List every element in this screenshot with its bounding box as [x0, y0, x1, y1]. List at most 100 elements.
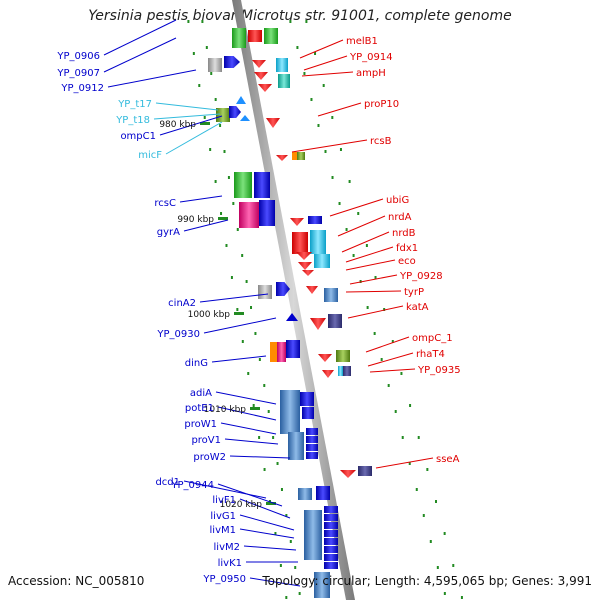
gene-label-left: YP_0930	[156, 329, 200, 340]
tick-mark	[241, 254, 244, 257]
tick-mark	[274, 532, 277, 535]
leader-line	[103, 37, 177, 73]
gene-block	[216, 108, 230, 122]
leader-line	[103, 19, 177, 56]
tick-mark	[236, 308, 239, 311]
gene-label-left: livK1	[218, 558, 242, 569]
gene-block	[298, 488, 312, 500]
tick-mark	[247, 372, 250, 375]
tick-mark	[294, 566, 297, 569]
kbp-tick	[266, 502, 276, 505]
gene-arrow	[298, 262, 312, 270]
tick-mark	[232, 202, 235, 205]
gene-block	[328, 314, 342, 328]
gene-block	[310, 230, 326, 254]
gene-block	[324, 514, 338, 521]
gene-label-right: ompC_1	[412, 333, 453, 344]
gene-arrow	[310, 318, 326, 330]
gene-label-left: gyrA	[157, 227, 180, 238]
gene-arrow	[340, 470, 356, 478]
tick-mark	[223, 150, 226, 153]
accession-text: Accession: NC_005810	[8, 574, 145, 588]
gene-block	[234, 172, 252, 198]
kbp-tick	[250, 407, 260, 410]
gene-label-left: livF1	[212, 495, 236, 506]
tick-mark	[303, 72, 306, 75]
tick-mark	[254, 332, 257, 335]
leader-line	[155, 102, 219, 111]
gene-block	[286, 340, 300, 358]
kbp-label: 1000 kbp	[188, 310, 231, 320]
gene-arrow	[286, 313, 298, 321]
leader-line	[249, 577, 301, 587]
gene-block	[324, 546, 338, 553]
map-title: Yersinia pestis biovar Microtus str. 910…	[88, 8, 512, 24]
gene-label-left: proW2	[193, 452, 226, 463]
tick-mark	[280, 488, 283, 491]
tick-mark	[339, 148, 342, 151]
label-layer: 980 kbp 990 kbp 1000 kbp 1010 kbp 1020 kbp YP…	[56, 36, 460, 585]
tick-mark	[380, 358, 383, 361]
backbone-layer	[232, 0, 355, 600]
leader-line	[183, 219, 229, 232]
leader-line	[159, 115, 223, 136]
leader-line	[301, 71, 354, 77]
gene-label-right: nrdA	[388, 212, 412, 223]
gene-block	[277, 342, 286, 362]
gene-arrow	[229, 106, 241, 118]
gene-label-right: katA	[406, 302, 429, 313]
tick-mark	[387, 384, 390, 387]
gene-block	[292, 152, 297, 160]
gene-arrow	[290, 218, 304, 226]
tick-mark	[272, 436, 275, 439]
gene-block	[314, 254, 330, 268]
tick-mark	[429, 540, 432, 543]
gene-label-right: sseA	[436, 454, 460, 465]
gene-block	[258, 285, 272, 299]
leader-layer	[103, 19, 434, 587]
tick-mark	[227, 176, 230, 179]
leader-line	[299, 39, 344, 59]
tick-mark	[241, 340, 244, 343]
gene-label-left: ompC1	[120, 131, 156, 142]
gene-block	[259, 200, 275, 226]
gene-block	[208, 58, 222, 72]
gene-arrow	[236, 96, 246, 104]
kbp-label: 990 kbp	[177, 215, 214, 225]
tick-mark	[296, 46, 299, 49]
gene-label-left: YP_t18	[115, 115, 150, 126]
tick-mark	[205, 46, 208, 49]
gene-label-left: YP_t17	[117, 99, 152, 110]
tick-mark	[366, 306, 369, 309]
tick-mark	[348, 180, 351, 183]
gene-arrow	[318, 354, 332, 362]
tick-mark	[263, 468, 266, 471]
leader-line	[165, 121, 223, 155]
tick-mark	[357, 212, 360, 215]
tick-mark	[338, 202, 341, 205]
leader-line	[369, 368, 416, 373]
gene-block	[324, 530, 338, 537]
tick-mark	[314, 52, 317, 55]
kbp-tick	[200, 122, 210, 125]
leader-line	[345, 259, 396, 271]
tick-mark	[374, 276, 377, 279]
leader-line	[243, 545, 297, 551]
tick-mark	[214, 180, 217, 183]
tick-mark	[383, 308, 386, 311]
gene-block	[292, 232, 308, 254]
tick-mark	[324, 150, 327, 153]
tick-mark	[322, 84, 325, 87]
tick-mark	[298, 592, 301, 595]
tick-mark	[409, 404, 412, 407]
gene-block	[306, 444, 318, 451]
gene-block	[306, 428, 318, 435]
tick-mark	[203, 116, 206, 119]
leader-line	[183, 480, 267, 499]
kbp-label: 980 kbp	[159, 120, 196, 130]
leader-line	[337, 215, 386, 237]
tick-mark	[391, 340, 394, 343]
tick-mark	[210, 72, 213, 75]
feature-layer	[208, 28, 372, 598]
